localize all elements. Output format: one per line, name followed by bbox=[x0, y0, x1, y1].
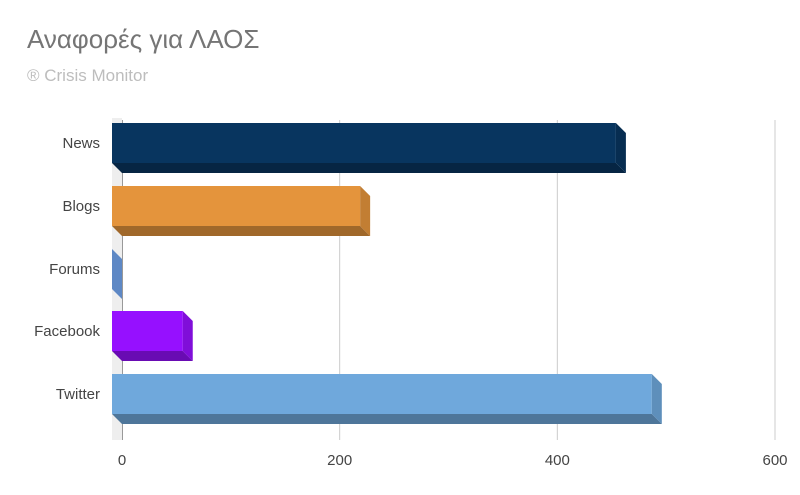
bar-blogs bbox=[112, 186, 371, 236]
x-tick-label: 200 bbox=[327, 452, 352, 469]
bar-twitter bbox=[112, 374, 662, 424]
bar-front bbox=[112, 123, 616, 163]
bar-bottom bbox=[112, 414, 662, 424]
bar-bottom bbox=[112, 226, 371, 236]
bar-end bbox=[182, 311, 193, 361]
bar-end bbox=[651, 374, 662, 424]
bar-end bbox=[112, 249, 122, 299]
chart-subtitle: ® Crisis Monitor bbox=[27, 66, 149, 85]
bar-front bbox=[112, 186, 361, 226]
x-tick-label: 0 bbox=[118, 452, 126, 469]
bar-end bbox=[360, 186, 371, 236]
category-label-news: News bbox=[62, 135, 100, 152]
bar-front bbox=[112, 374, 652, 414]
category-label-facebook: Facebook bbox=[34, 323, 100, 340]
category-label-forums: Forums bbox=[49, 261, 100, 278]
bar-front bbox=[112, 311, 183, 351]
chart-title: Αναφορές για ΛΑΟΣ bbox=[27, 24, 260, 54]
bar-news bbox=[112, 123, 626, 173]
bar-facebook bbox=[112, 311, 193, 361]
bar-bottom bbox=[112, 163, 626, 173]
category-label-twitter: Twitter bbox=[56, 386, 100, 403]
bar-bottom bbox=[112, 351, 193, 361]
bar-forums bbox=[112, 249, 122, 299]
x-tick-label: 600 bbox=[762, 452, 787, 469]
x-tick-label: 400 bbox=[545, 452, 570, 469]
category-label-blogs: Blogs bbox=[62, 198, 100, 215]
bar-end bbox=[615, 123, 626, 173]
